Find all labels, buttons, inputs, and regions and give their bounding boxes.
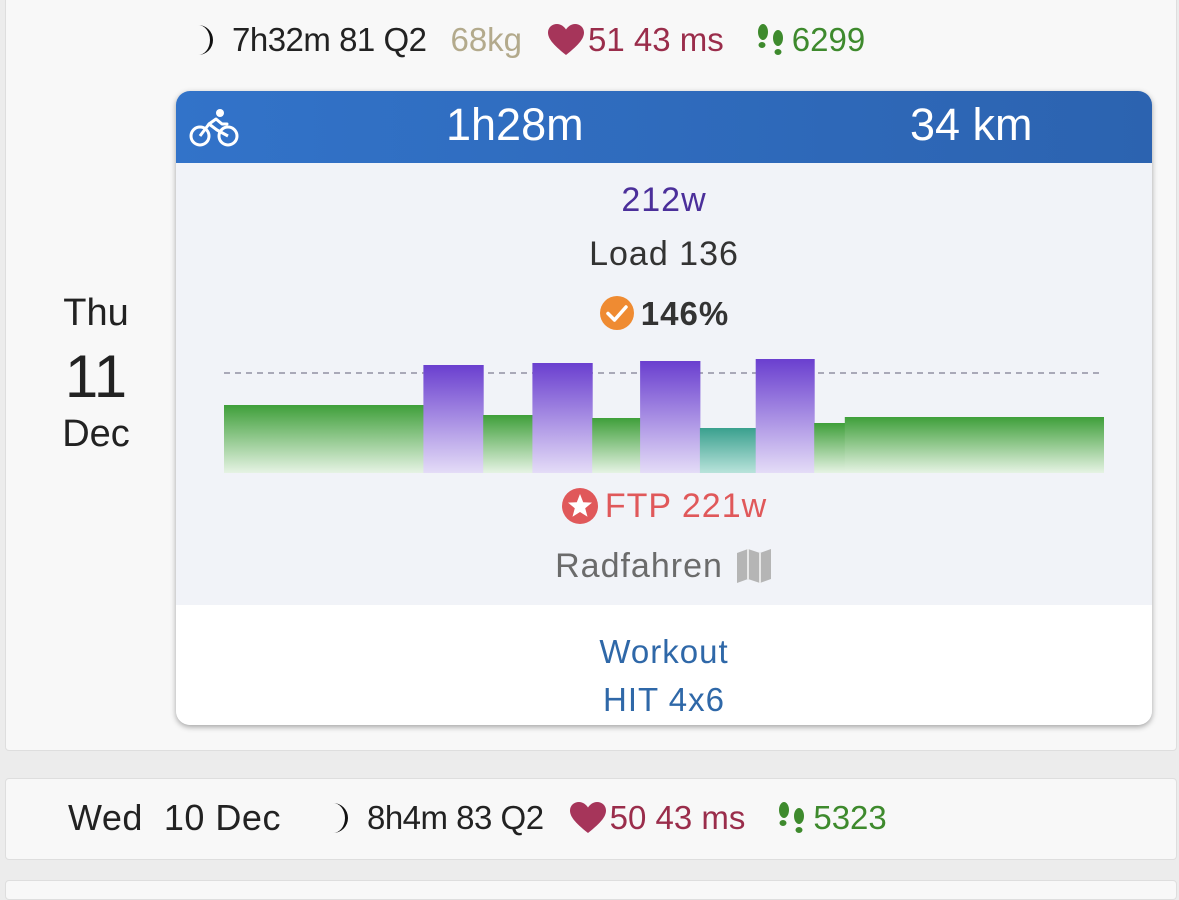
ftp-value: FTP 221w (604, 487, 768, 525)
ftp-row: FTP 221w (176, 487, 1152, 526)
day-summary-row-wed[interactable]: Wed 10 Dec 8h4m 83 Q2 50 43 ms 5323 (68, 796, 887, 840)
power-segment-interval (640, 361, 701, 473)
workout-name[interactable]: HIT 4x6 (603, 681, 725, 718)
day-number: 11 (64, 343, 128, 410)
power-segment-recovery (699, 428, 757, 473)
power-segment-endurance (844, 417, 1104, 473)
activity-duration: 1h28m (446, 99, 584, 150)
day-of-week: Thu (63, 292, 129, 334)
power-segment-interval (532, 363, 593, 473)
day-stats-row: 7h32m 81 Q2 68kg 51 43 ms 6299 (190, 18, 865, 62)
day-panel-next[interactable] (5, 880, 1177, 900)
day-panel-wed[interactable] (5, 778, 1177, 860)
power-segment-endurance (592, 418, 641, 473)
compliance-percent: 146% (640, 295, 730, 332)
activity-header: 1h28m 34 km (176, 91, 1152, 163)
power-segment-interval (755, 359, 815, 473)
power-segment-endurance (224, 405, 424, 473)
star-circle-icon (561, 488, 598, 524)
activity-distance: 34 km (910, 99, 1033, 150)
power-segment-endurance (814, 423, 846, 473)
heart-icon (569, 802, 606, 833)
sport-row: Radfahren (176, 547, 1152, 586)
footsteps-icon (757, 24, 783, 55)
moon-icon (332, 803, 348, 833)
sleep-summary: 7h32m 81 Q2 (232, 21, 427, 58)
moon-icon (198, 25, 213, 55)
heart-rate-hrv: 50 43 ms (609, 799, 746, 836)
compliance-row: 146% (176, 295, 1152, 333)
heart-rate-hrv: 51 43 ms (588, 21, 724, 58)
steps-count: 5323 (813, 799, 887, 836)
power-chart (224, 359, 1104, 473)
activity-card[interactable]: 1h28m 34 km 212w Load 136 146% FTP 221w (176, 91, 1152, 725)
power-segment-interval (423, 365, 484, 473)
map-icon[interactable] (735, 547, 773, 585)
sleep-summary: 8h4m 83 Q2 (366, 799, 544, 836)
power-segment-endurance (483, 415, 533, 473)
heart-icon (548, 24, 585, 55)
day-label: Wed 10 Dec (68, 797, 281, 838)
workout-section[interactable]: Workout HIT 4x6 (176, 605, 1152, 725)
steps-count: 6299 (791, 21, 866, 58)
weight-value: 68kg (450, 21, 523, 58)
workout-label[interactable]: Workout (599, 633, 729, 670)
month-label: Dec (62, 413, 130, 455)
average-power: 212w (621, 181, 707, 219)
footsteps-icon (779, 802, 805, 833)
training-load: Load 136 (589, 235, 739, 273)
bike-icon (189, 109, 239, 147)
check-circle-icon (599, 296, 634, 330)
sport-type: Radfahren (555, 547, 723, 585)
